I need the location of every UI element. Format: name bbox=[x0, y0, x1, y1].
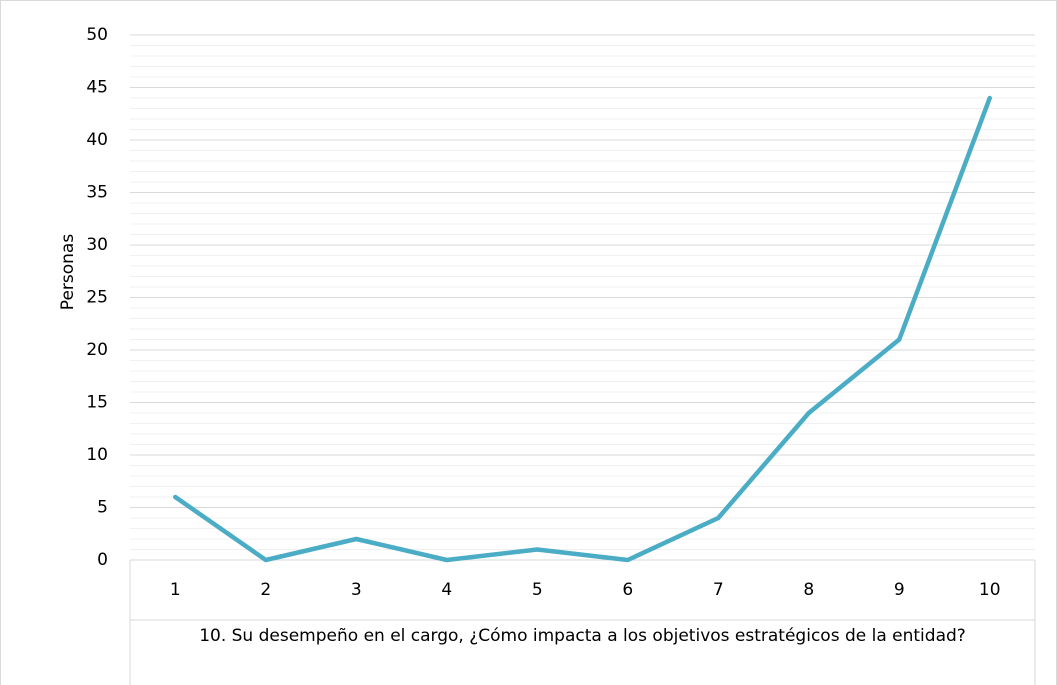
y-tick-label: 5 bbox=[97, 498, 108, 518]
x-tick-label: 6 bbox=[622, 580, 633, 600]
y-tick-label: 35 bbox=[86, 183, 108, 203]
x-tick-label: 3 bbox=[351, 580, 362, 600]
x-tick-label: 5 bbox=[532, 580, 543, 600]
x-tick-label: 10 bbox=[979, 580, 1001, 600]
y-axis-label: Personas bbox=[58, 234, 78, 311]
x-tick-label: 9 bbox=[894, 580, 905, 600]
x-tick-label: 8 bbox=[803, 580, 814, 600]
y-tick-label: 30 bbox=[86, 235, 108, 255]
y-tick-label: 40 bbox=[86, 130, 108, 150]
line-series bbox=[173, 95, 992, 563]
y-tick-label: 45 bbox=[86, 78, 108, 98]
x-tick-label: 4 bbox=[441, 580, 452, 600]
x-tick-label: 2 bbox=[260, 580, 271, 600]
y-tick-label: 0 bbox=[97, 550, 108, 570]
y-tick-label: 20 bbox=[86, 340, 108, 360]
x-tick-label: 7 bbox=[713, 580, 724, 600]
y-tick-label: 50 bbox=[86, 25, 108, 45]
y-tick-label: 25 bbox=[86, 288, 108, 308]
x-axis-label: 10. Su desempeño en el cargo, ¿Cómo impa… bbox=[199, 626, 966, 646]
y-tick-label: 15 bbox=[86, 393, 108, 413]
x-tick-label: 1 bbox=[170, 580, 181, 600]
y-tick-label: 10 bbox=[86, 445, 108, 465]
